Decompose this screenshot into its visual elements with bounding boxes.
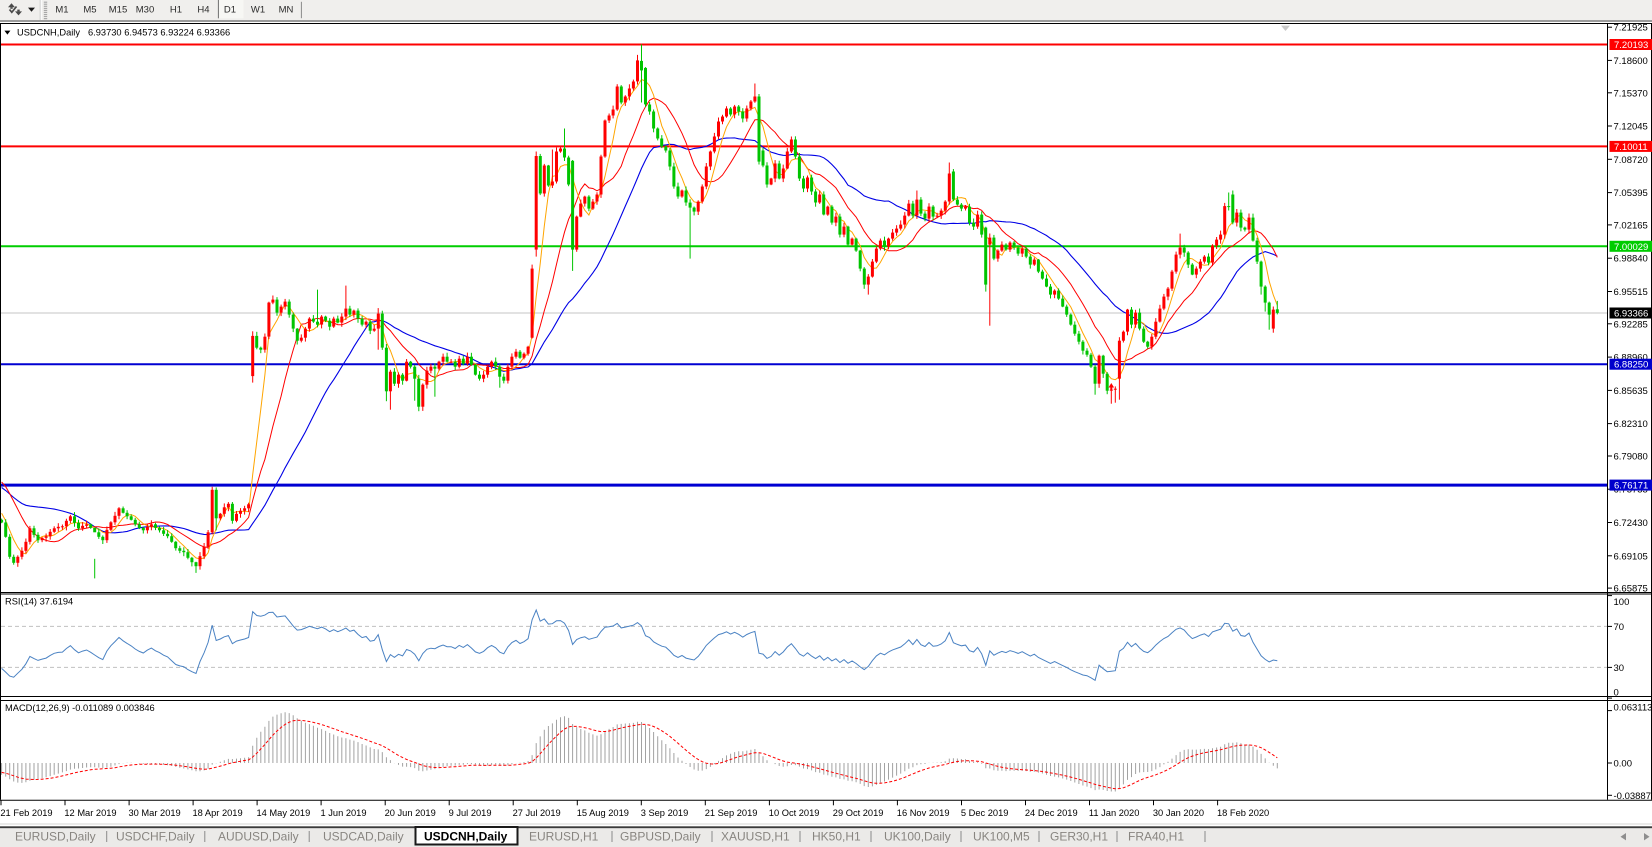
svg-text:10 Oct 2019: 10 Oct 2019 — [769, 808, 820, 818]
svg-text:6.72430: 6.72430 — [1614, 518, 1648, 529]
svg-text:GER30,H1: GER30,H1 — [1050, 830, 1108, 844]
svg-text:EURUSD,Daily: EURUSD,Daily — [15, 830, 96, 844]
svg-text:6.93366: 6.93366 — [1614, 309, 1648, 320]
svg-text:6.92285: 6.92285 — [1614, 319, 1648, 330]
svg-text:7.02165: 7.02165 — [1614, 220, 1648, 231]
svg-text:USDCNH,Daily: USDCNH,Daily — [17, 27, 80, 37]
svg-text:7.21925: 7.21925 — [1614, 23, 1648, 34]
svg-text:0.063113: 0.063113 — [1614, 703, 1652, 714]
svg-text:16 Nov 2019: 16 Nov 2019 — [897, 808, 950, 818]
svg-text:3 Sep 2019: 3 Sep 2019 — [641, 808, 689, 818]
svg-text:W1: W1 — [251, 5, 265, 16]
svg-text:21 Feb 2019: 21 Feb 2019 — [0, 808, 52, 818]
svg-text:0: 0 — [1614, 687, 1619, 698]
svg-text:27 Jul 2019: 27 Jul 2019 — [513, 808, 561, 818]
svg-text:USDCHF,Daily: USDCHF,Daily — [116, 830, 195, 844]
svg-text:MACD(12,26,9) -0.011089 0.0038: MACD(12,26,9) -0.011089 0.003846 — [5, 703, 155, 713]
svg-text:30: 30 — [1614, 663, 1625, 674]
svg-text:6.76171: 6.76171 — [1614, 481, 1648, 492]
svg-text:UK100,M5: UK100,M5 — [973, 830, 1030, 844]
svg-text:7.12045: 7.12045 — [1614, 122, 1648, 133]
svg-text:7.15370: 7.15370 — [1614, 88, 1648, 99]
svg-text:0.00: 0.00 — [1614, 759, 1633, 770]
svg-text:6.69105: 6.69105 — [1614, 551, 1648, 562]
svg-text:EURUSD,H1: EURUSD,H1 — [529, 830, 599, 844]
svg-text:MN: MN — [279, 5, 294, 16]
svg-text:H1: H1 — [170, 5, 182, 16]
svg-text:7.20193: 7.20193 — [1614, 40, 1648, 51]
svg-text:6.85635: 6.85635 — [1614, 386, 1648, 397]
svg-text:UK100,Daily: UK100,Daily — [884, 830, 951, 844]
svg-text:20 Jun 2019: 20 Jun 2019 — [385, 808, 436, 818]
svg-text:11 Jan 2020: 11 Jan 2020 — [1089, 808, 1140, 818]
svg-text:15 Aug 2019: 15 Aug 2019 — [577, 808, 629, 818]
svg-text:6.98840: 6.98840 — [1614, 254, 1648, 265]
svg-text:29 Oct 2019: 29 Oct 2019 — [833, 808, 884, 818]
svg-text:6.88250: 6.88250 — [1614, 360, 1648, 371]
svg-text:M15: M15 — [109, 5, 127, 16]
svg-text:6.82310: 6.82310 — [1614, 419, 1648, 430]
svg-text:M5: M5 — [83, 5, 96, 16]
svg-text:24 Dec 2019: 24 Dec 2019 — [1025, 808, 1078, 818]
svg-text:6.65875: 6.65875 — [1614, 584, 1648, 595]
svg-text:1 Jun 2019: 1 Jun 2019 — [321, 808, 367, 818]
svg-text:H4: H4 — [197, 5, 209, 16]
svg-text:7.00029: 7.00029 — [1614, 242, 1648, 253]
svg-text:21 Sep 2019: 21 Sep 2019 — [705, 808, 758, 818]
svg-text:RSI(14) 37.6194: RSI(14) 37.6194 — [5, 597, 73, 607]
svg-text:M1: M1 — [55, 5, 68, 16]
svg-text:USDCAD,Daily: USDCAD,Daily — [323, 830, 404, 844]
svg-text:XAUUSD,H1: XAUUSD,H1 — [721, 830, 790, 844]
svg-text:GBPUSD,Daily: GBPUSD,Daily — [620, 830, 701, 844]
svg-text:6.95515: 6.95515 — [1614, 287, 1648, 298]
svg-text:100: 100 — [1614, 597, 1630, 608]
svg-text:5 Dec 2019: 5 Dec 2019 — [961, 808, 1009, 818]
svg-text:USDCNH,Daily: USDCNH,Daily — [424, 829, 508, 843]
svg-text:AUDUSD,Daily: AUDUSD,Daily — [218, 830, 299, 844]
svg-text:FRA40,H1: FRA40,H1 — [1128, 830, 1184, 844]
svg-text:18 Feb 2020: 18 Feb 2020 — [1217, 808, 1269, 818]
svg-text:30 Mar 2019: 30 Mar 2019 — [129, 808, 181, 818]
svg-text:30 Jan 2020: 30 Jan 2020 — [1153, 808, 1204, 818]
svg-text:18 Apr 2019: 18 Apr 2019 — [193, 808, 243, 818]
svg-text:HK50,H1: HK50,H1 — [812, 830, 861, 844]
svg-text:70: 70 — [1614, 622, 1625, 633]
svg-text:6.93730 6.94573 6.93224 6.9336: 6.93730 6.94573 6.93224 6.93366 — [88, 27, 230, 37]
svg-text:D1: D1 — [224, 5, 236, 16]
svg-text:12 Mar 2019: 12 Mar 2019 — [64, 808, 116, 818]
svg-text:6.79080: 6.79080 — [1614, 452, 1648, 463]
svg-text:6.88960: 6.88960 — [1614, 353, 1648, 364]
svg-text:M30: M30 — [136, 5, 154, 16]
svg-text:14 May 2019: 14 May 2019 — [257, 808, 311, 818]
svg-text:7.05395: 7.05395 — [1614, 188, 1648, 199]
svg-text:9 Jul 2019: 9 Jul 2019 — [449, 808, 492, 818]
svg-text:7.18600: 7.18600 — [1614, 56, 1648, 67]
svg-text:7.08720: 7.08720 — [1614, 155, 1648, 166]
svg-text:7.10011: 7.10011 — [1614, 142, 1648, 153]
